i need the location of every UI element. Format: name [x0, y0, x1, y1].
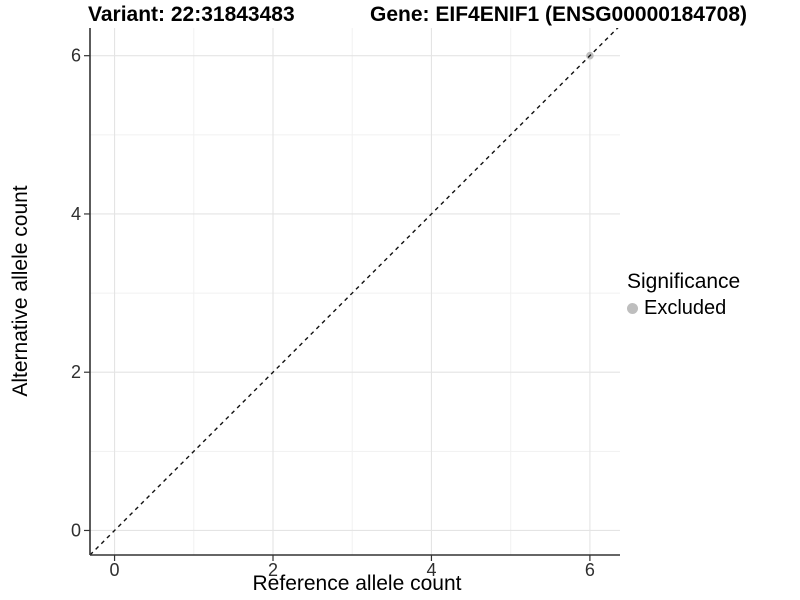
x-tick-label: 4 — [426, 560, 436, 580]
x-axis-title: Reference allele count — [252, 572, 462, 595]
y-tick-label: 2 — [71, 362, 81, 382]
y-tick-label: 4 — [71, 204, 81, 224]
legend-item: Excluded — [627, 297, 740, 320]
y-tick-label: 0 — [71, 520, 81, 540]
y-tick-label: 6 — [71, 46, 81, 66]
legend: Significance Excluded — [627, 270, 740, 320]
y-axis-title: Alternative allele count — [9, 185, 32, 397]
x-tick-label: 6 — [585, 560, 595, 580]
legend-title: Significance — [627, 270, 741, 293]
legend-item-label: Excluded — [644, 297, 727, 319]
x-tick-label: 2 — [268, 560, 278, 580]
plot-title-variant: Variant: 22:31843483 — [88, 3, 295, 26]
legend-key-dot-icon — [627, 303, 638, 314]
identity-line — [90, 28, 619, 555]
plot-title-gene: Gene: EIF4ENIF1 (ENSG00000184708) — [370, 3, 748, 26]
x-tick-label: 0 — [110, 560, 120, 580]
